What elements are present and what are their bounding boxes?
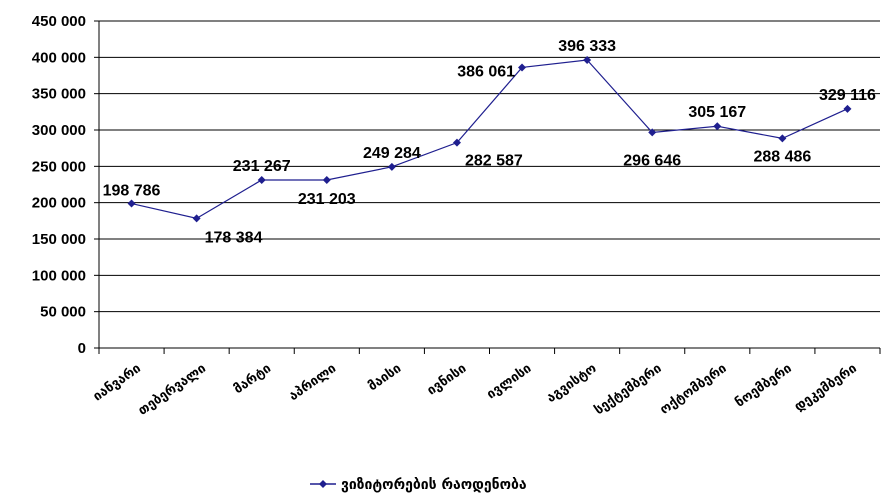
data-point	[713, 122, 722, 131]
legend-diamond-icon	[319, 480, 327, 488]
legend-entry: ვიზიტორების რაოდენობა	[341, 477, 527, 493]
series-visitors	[127, 55, 852, 223]
x-tick-label: ივლისი	[484, 361, 534, 402]
x-tick-label: აგვისტო	[544, 361, 599, 406]
data-label: 198 786	[103, 183, 161, 200]
data-point	[322, 175, 331, 184]
data-label: 329 116	[819, 87, 876, 104]
data-point	[127, 199, 136, 208]
series-line	[131, 59, 848, 220]
data-label: 249 284	[363, 145, 421, 162]
data-label: 231 267	[233, 158, 291, 175]
data-point	[518, 63, 527, 72]
y-axis: 0 50 000 100 000 150 000 200 000 250 000 300 0…	[32, 13, 100, 357]
data-label: 305 167	[688, 104, 746, 121]
x-tick-label: თებერვალი	[136, 361, 209, 419]
y-tick-label: 350 000	[32, 86, 86, 103]
data-label: 231 203	[298, 191, 356, 208]
y-tick-label: 200 000	[32, 195, 86, 212]
data-point	[778, 134, 787, 143]
y-tick-label: 0	[78, 340, 86, 357]
data-label: 282 587	[465, 153, 523, 170]
y-tick-label: 50 000	[40, 304, 86, 321]
data-label: 396 333	[558, 38, 616, 55]
grid-lines	[99, 20, 880, 313]
data-label: 178 384	[205, 229, 263, 246]
x-tick-label: ნოემბერი	[733, 361, 795, 411]
y-tick-label: 100 000	[32, 267, 86, 284]
x-tick-label: იანვარი	[91, 361, 144, 405]
x-tick-label: აპრილი	[286, 361, 339, 404]
y-tick-label: 150 000	[32, 231, 86, 248]
x-tick-label: ივნისი	[425, 361, 470, 399]
data-point	[257, 175, 266, 184]
data-point	[583, 55, 592, 64]
y-tick-label: 400 000	[32, 49, 86, 66]
data-point	[843, 104, 852, 113]
x-tick-label: მარტი	[231, 361, 274, 397]
data-label: 288 486	[753, 148, 811, 165]
data-label: 386 061	[457, 63, 515, 80]
x-tick-label: ოქტომბერი	[657, 361, 729, 418]
x-tick-label: დეკემბერი	[792, 361, 860, 415]
data-point	[387, 162, 396, 171]
x-tick-label: მაისი	[366, 361, 405, 394]
y-tick-label: 450 000	[32, 13, 86, 30]
data-label: 296 646	[623, 152, 681, 169]
data-point	[192, 214, 201, 223]
y-tick-label: 300 000	[32, 122, 86, 139]
data-point	[452, 138, 461, 147]
data-labels: 198 786 178 384 231 267 231 203 249 284 282 5…	[103, 38, 876, 246]
x-axis	[98, 347, 881, 354]
y-tick-label: 250 000	[32, 158, 86, 175]
data-point	[648, 128, 657, 137]
x-tick-label: სექტემბერი	[592, 361, 665, 418]
legend: ვიზიტორების რაოდენობა	[310, 477, 527, 493]
